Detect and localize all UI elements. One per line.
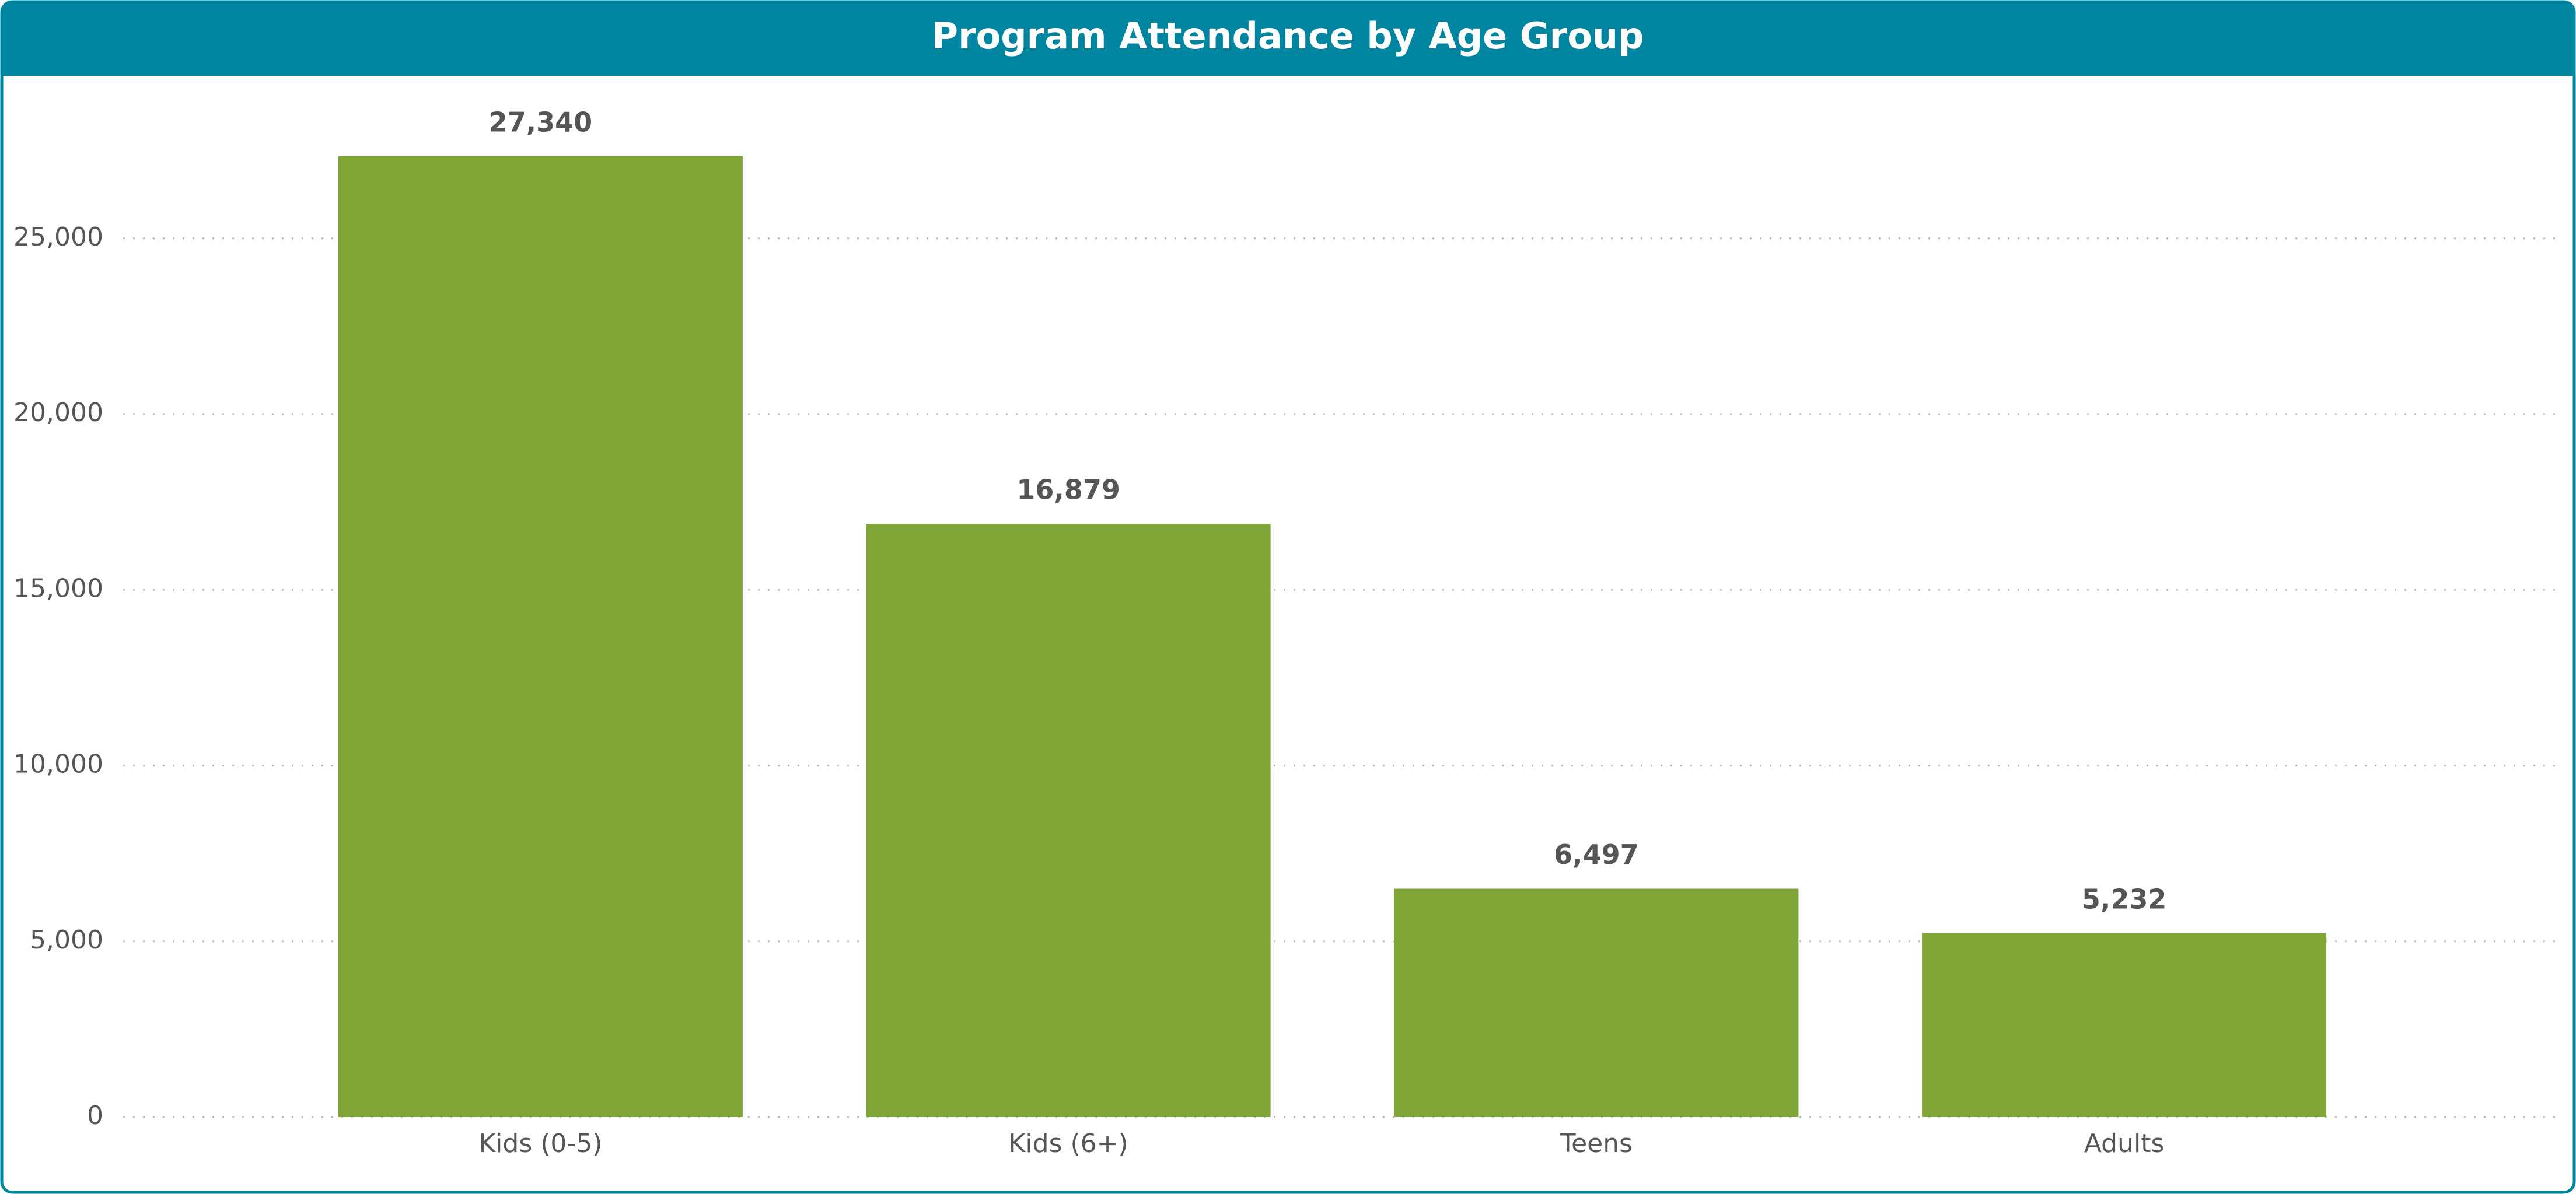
value-label: 16,879 [1016, 474, 1120, 506]
y-tick-label: 20,000 [13, 398, 103, 428]
y-tick-label: 25,000 [13, 222, 103, 252]
x-tick-label: Adults [2084, 1129, 2165, 1158]
y-tick-label: 15,000 [13, 573, 103, 603]
y-tick-label: 0 [87, 1101, 103, 1130]
x-tick-label: Kids (6+) [1009, 1129, 1128, 1158]
title-band [2, 2, 2574, 76]
value-label: 6,497 [1554, 839, 1639, 870]
x-tick-label: Kids (0-5) [478, 1129, 602, 1158]
x-tick-label: Teens [1560, 1129, 1633, 1158]
chart-title: Program Attendance by Age Group [932, 15, 1644, 57]
y-tick-label: 5,000 [30, 925, 103, 955]
bar [866, 524, 1271, 1117]
y-tick-label: 10,000 [13, 750, 103, 779]
bar [1394, 888, 1799, 1117]
value-label: 5,232 [2082, 883, 2167, 915]
value-label: 27,340 [489, 106, 593, 138]
bar [1922, 933, 2327, 1117]
bar [338, 156, 743, 1117]
